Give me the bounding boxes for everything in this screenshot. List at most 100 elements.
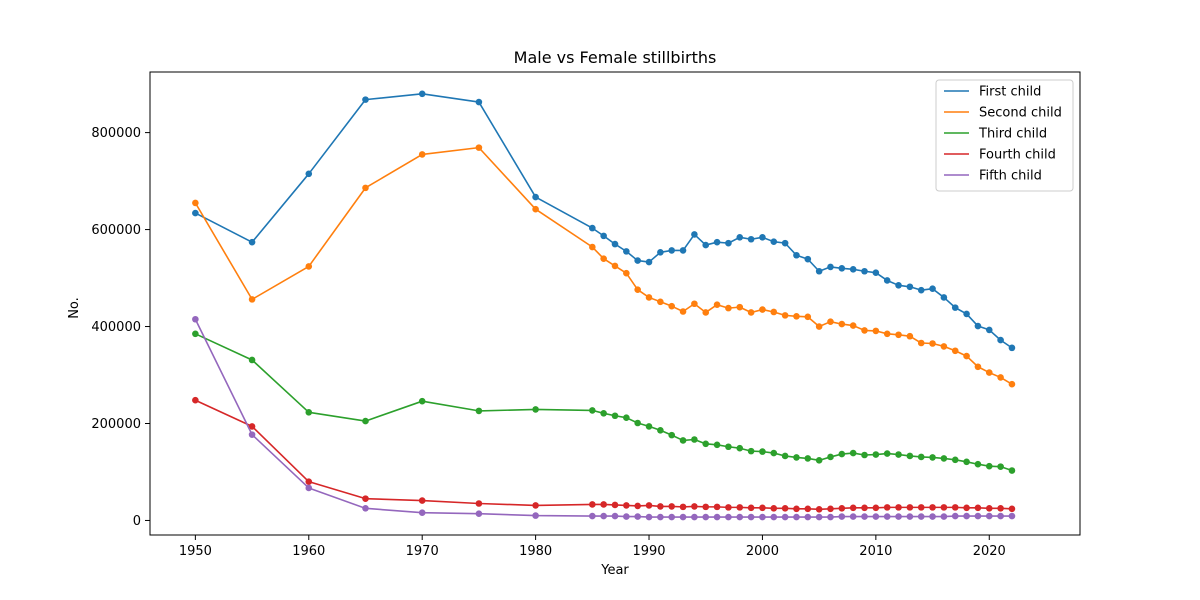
data-point [872, 504, 880, 512]
data-point [849, 504, 857, 512]
data-point [781, 452, 789, 460]
data-point [657, 503, 664, 510]
data-point [713, 513, 721, 521]
data-point [418, 90, 426, 98]
series-line [195, 93, 1013, 349]
legend-label: Fourth child [979, 148, 1056, 163]
data-point [997, 336, 1004, 344]
data-point [883, 277, 891, 284]
data-point [691, 436, 698, 443]
data-point [532, 502, 539, 509]
series-fourth-child [192, 396, 1016, 513]
data-point [770, 238, 778, 245]
x-tick-label: 2020 [973, 544, 1006, 559]
data-point [759, 513, 766, 521]
data-point [770, 505, 778, 512]
data-point [759, 504, 766, 512]
chart-title: Male vs Female stillbirths [514, 48, 717, 67]
data-point [929, 454, 936, 461]
data-point [1008, 344, 1016, 352]
data-point [861, 451, 868, 459]
data-point [793, 505, 800, 513]
series-layer [192, 90, 1016, 521]
data-point [1008, 380, 1016, 388]
x-tick-label: 1980 [519, 544, 552, 559]
data-point [702, 503, 710, 511]
data-point [679, 513, 687, 521]
data-point [872, 327, 880, 335]
data-point [861, 267, 868, 275]
legend-label: Fifth child [979, 169, 1042, 184]
data-point [838, 513, 846, 520]
legend-item: Second child [944, 106, 1062, 121]
data-point [906, 452, 914, 460]
data-point [838, 265, 846, 272]
data-point [362, 184, 369, 192]
data-point [192, 315, 199, 323]
data-point [634, 502, 641, 510]
data-point [861, 504, 868, 512]
plot-area-frame [149, 71, 1081, 536]
data-point [883, 450, 891, 457]
y-axis-label: No. [67, 297, 82, 319]
data-point [589, 243, 596, 251]
data-point [691, 513, 698, 521]
data-point [963, 310, 970, 318]
data-point [248, 431, 256, 438]
data-point [248, 238, 256, 246]
data-point [725, 239, 732, 247]
data-point [589, 224, 596, 232]
data-point [305, 484, 313, 492]
data-point [623, 269, 630, 277]
series-line [194, 146, 1013, 385]
data-point [997, 463, 1004, 470]
data-point [804, 513, 812, 521]
y-tick-label: 0 [133, 514, 141, 529]
series-line [195, 333, 1013, 472]
data-point [657, 426, 664, 434]
data-point [475, 144, 483, 151]
data-point [668, 247, 676, 254]
data-point [192, 199, 199, 207]
data-point [781, 239, 789, 247]
data-point [248, 296, 256, 303]
data-point [736, 234, 744, 241]
data-point [589, 512, 596, 520]
data-point [917, 339, 925, 347]
data-point [804, 313, 812, 321]
data-point [951, 304, 959, 311]
y-tick-label: 600000 [91, 223, 141, 238]
data-point [883, 504, 891, 511]
data-point [861, 327, 868, 334]
data-point [895, 331, 902, 339]
data-point [679, 308, 687, 315]
data-point [793, 513, 800, 521]
data-point [815, 323, 823, 330]
data-point [668, 431, 676, 439]
data-point [668, 302, 676, 310]
x-tick-label: 1960 [292, 544, 325, 559]
data-point [532, 512, 539, 519]
data-point [963, 352, 970, 360]
data-point [985, 512, 993, 520]
data-point [418, 151, 426, 158]
data-point [623, 502, 630, 509]
data-point [906, 504, 914, 511]
data-point [475, 510, 483, 517]
data-point [657, 249, 664, 256]
data-point [600, 501, 607, 508]
data-point [713, 301, 721, 309]
data-point [657, 298, 664, 306]
data-point [985, 462, 993, 470]
data-point [974, 363, 982, 371]
data-point [793, 251, 800, 259]
data-point [793, 454, 800, 461]
data-point [827, 453, 834, 461]
data-point [691, 503, 698, 510]
data-point [974, 460, 982, 468]
x-tick-label: 1970 [406, 544, 439, 559]
x-tick-label: 1950 [179, 544, 212, 559]
data-point [645, 423, 653, 430]
data-point [305, 409, 313, 416]
